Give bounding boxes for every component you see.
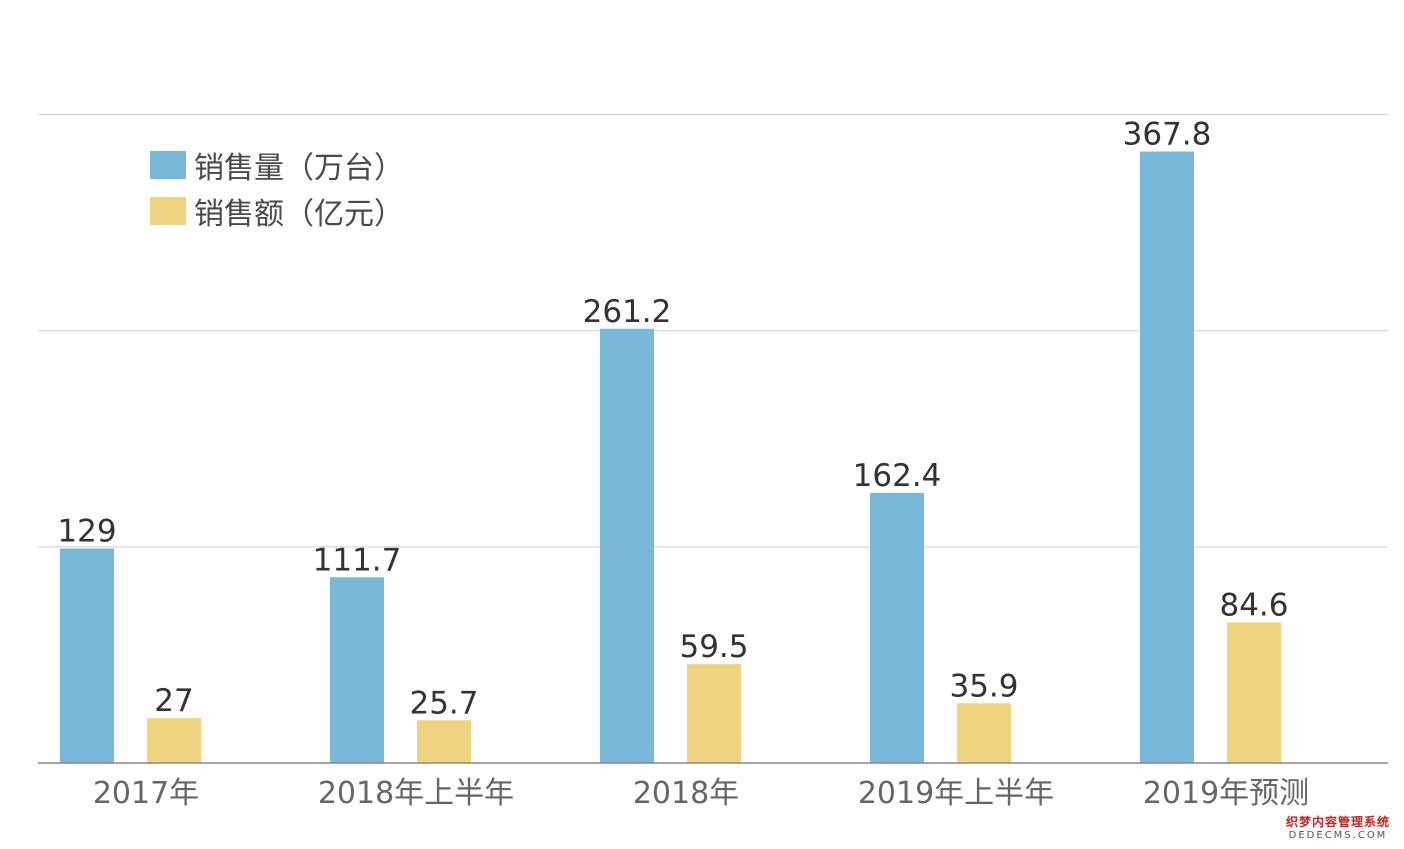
x-tick-label-4: 2019年预测 (1143, 776, 1309, 811)
watermark: 织梦内容管理系统 DEDECMS.COM (1286, 813, 1390, 841)
legend-item-sales-volume: 销售量（万台） (150, 142, 404, 188)
value-label-revenue-3: 35.9 (949, 668, 1018, 704)
bar-volume-4 (1140, 151, 1194, 764)
bars (60, 151, 1281, 764)
value-labels: 129 27 111.7 25.7 261.2 59.5 162.4 35.9 367.8 84.… (57, 117, 1288, 722)
value-label-revenue-0: 27 (154, 683, 193, 719)
bar-revenue-2 (687, 664, 741, 763)
bar-volume-1 (330, 577, 384, 763)
value-label-volume-0: 129 (57, 514, 116, 550)
bar-volume-3 (870, 493, 924, 763)
legend-swatch-sales-volume (150, 151, 186, 179)
bar-revenue-4 (1227, 622, 1281, 763)
value-label-revenue-2: 59.5 (679, 629, 748, 665)
value-label-volume-4: 367.8 (1123, 117, 1212, 153)
legend-label-sales-volume: 销售量（万台） (194, 151, 404, 186)
watermark-title: 织梦内容管理系统 (1285, 815, 1390, 829)
value-label-volume-3: 162.4 (853, 458, 942, 494)
x-tick-label-1: 2018年上半年 (318, 776, 514, 811)
value-label-volume-2: 261.2 (583, 294, 672, 330)
legend: 销售量（万台） 销售额（亿元） (150, 142, 404, 234)
legend-label-sales-revenue: 销售额（亿元） (194, 197, 404, 232)
bar-revenue-1 (417, 720, 471, 763)
x-tick-labels: 2017年 2018年上半年 2018年 2019年上半年 2019年预测 (93, 776, 1309, 811)
x-tick-label-3: 2019年上半年 (858, 776, 1054, 811)
legend-item-sales-revenue: 销售额（亿元） (150, 188, 404, 234)
bar-revenue-3 (957, 703, 1011, 763)
value-label-revenue-4: 84.6 (1219, 587, 1288, 623)
x-tick-label-2: 2018年 (633, 776, 739, 811)
x-tick-label-0: 2017年 (93, 776, 199, 811)
bar-volume-2 (600, 328, 654, 763)
bar-revenue-0 (147, 718, 201, 763)
bar-volume-0 (60, 548, 114, 763)
legend-swatch-sales-revenue (150, 197, 186, 225)
watermark-url: DEDECMS.COM (1288, 830, 1388, 841)
value-label-volume-1: 111.7 (313, 542, 402, 578)
value-label-revenue-1: 25.7 (409, 685, 478, 721)
